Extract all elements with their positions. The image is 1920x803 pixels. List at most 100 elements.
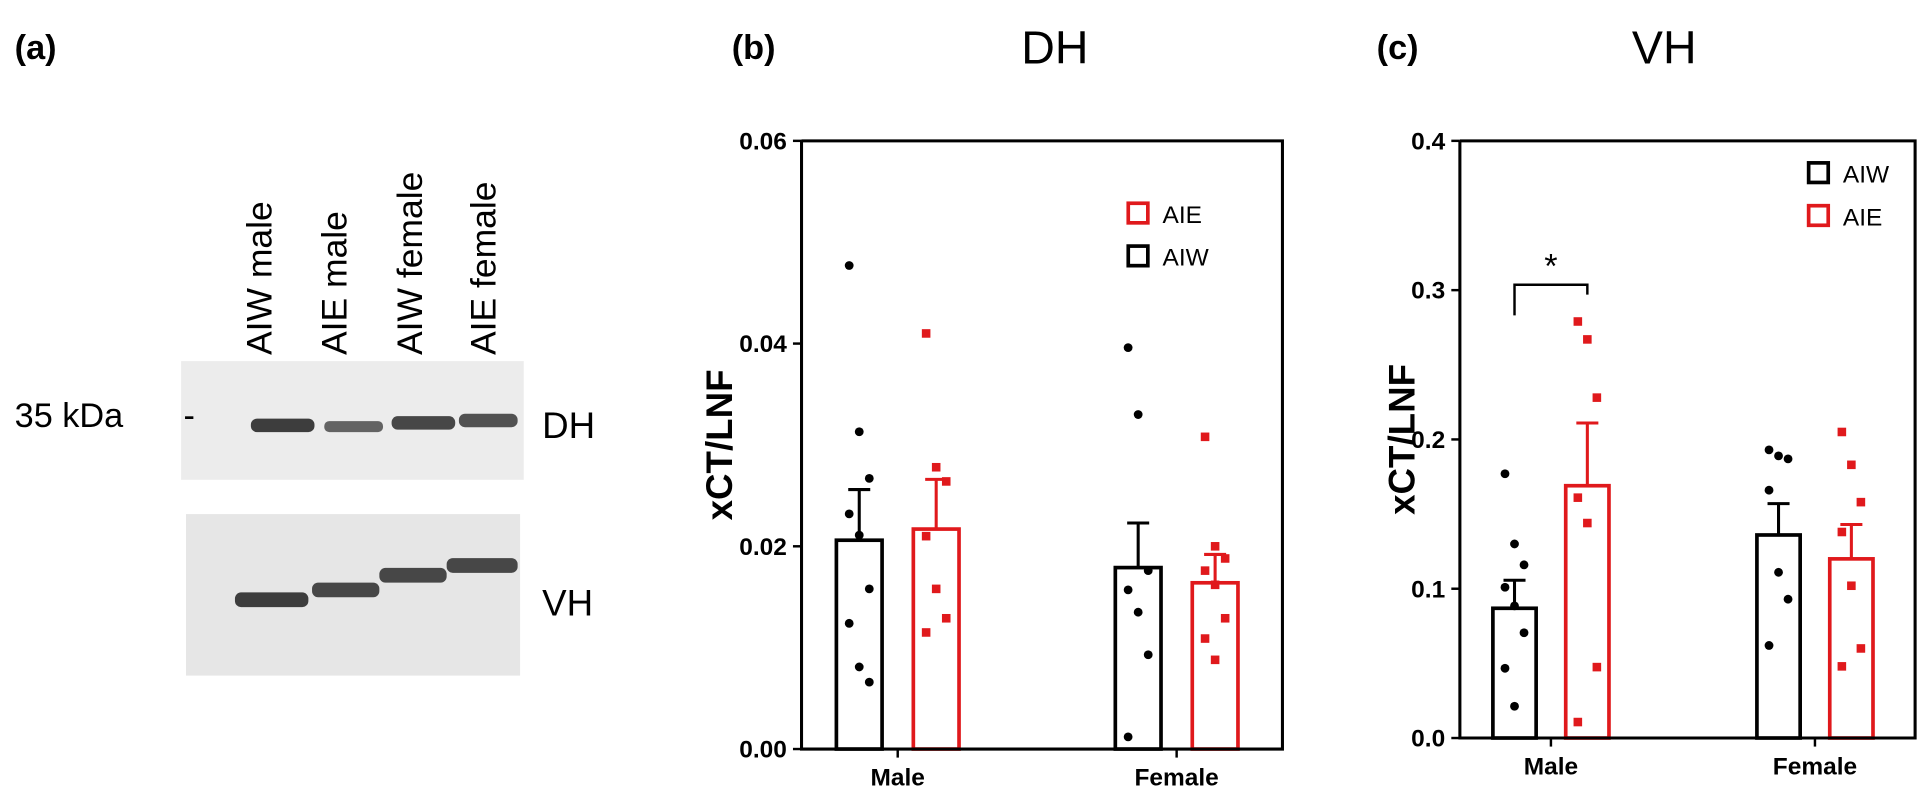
data-point	[1133, 410, 1143, 419]
data-point	[1123, 343, 1133, 353]
data-point	[1592, 393, 1602, 402]
data-point	[1837, 527, 1847, 537]
axis-frame	[800, 139, 1284, 751]
data-point	[1764, 641, 1774, 650]
data-point	[1510, 539, 1519, 549]
data-point	[1220, 554, 1230, 563]
annotation: *	[1544, 247, 1557, 285]
data-point	[1583, 335, 1592, 344]
legend-label: AIE	[1163, 202, 1202, 229]
data-point	[1783, 594, 1793, 604]
data-point	[921, 628, 931, 637]
data-point	[1210, 655, 1220, 665]
data-point	[864, 584, 874, 594]
data-point	[864, 473, 874, 483]
legend-swatch	[1126, 244, 1150, 268]
data-point	[1764, 485, 1774, 495]
panel-label: (c)	[1377, 29, 1419, 67]
data-point	[854, 530, 864, 540]
legend-label: AIW	[1163, 245, 1210, 272]
data-point	[844, 509, 854, 519]
data-point	[1210, 542, 1220, 551]
y-axis-label: xCT/LNF	[1382, 364, 1423, 515]
x-tick-label: Female	[1134, 765, 1218, 792]
data-point	[1837, 662, 1847, 671]
bar	[1113, 565, 1163, 751]
data-point	[844, 261, 854, 270]
y-tick-label: 0.0	[1411, 726, 1445, 753]
row-label: VH	[542, 583, 593, 624]
data-point	[1500, 582, 1510, 592]
data-point	[1764, 445, 1774, 455]
data-point	[1774, 567, 1783, 577]
x-tick-label: Male	[871, 765, 925, 792]
data-point	[1143, 650, 1153, 660]
y-axis-label: xCT/LNF	[699, 369, 740, 520]
chart-title: DH	[1021, 22, 1088, 74]
data-point	[1220, 613, 1230, 623]
bar	[1755, 533, 1802, 740]
data-point	[1210, 580, 1220, 590]
data-point	[941, 613, 951, 623]
data-point	[1143, 566, 1153, 576]
y-tick-label: 0.3	[1411, 278, 1445, 305]
panel-label: (a)	[15, 29, 57, 67]
legend-swatch	[1126, 201, 1150, 225]
data-point	[1583, 518, 1592, 528]
data-point	[1774, 451, 1783, 461]
data-point	[1847, 460, 1856, 470]
data-point	[1837, 427, 1847, 437]
marker-tick: -	[184, 397, 195, 435]
data-point	[1573, 717, 1583, 727]
data-point	[1847, 581, 1856, 591]
data-point	[1519, 560, 1529, 570]
legend-swatch	[1806, 203, 1831, 228]
data-point	[1200, 566, 1210, 575]
chart-title: VH	[1632, 22, 1697, 74]
data-point	[931, 584, 941, 594]
bar	[911, 527, 961, 751]
data-point	[1783, 454, 1793, 464]
lane-label: AIE male	[314, 211, 354, 355]
y-tick-label: 0.06	[739, 128, 787, 155]
data-point	[1510, 601, 1519, 611]
bar	[834, 538, 884, 751]
data-point	[1592, 662, 1602, 672]
data-point	[844, 618, 854, 628]
data-point	[1123, 732, 1133, 742]
y-tick-label: 0.02	[739, 534, 787, 561]
data-point	[1856, 497, 1866, 507]
data-point	[1200, 634, 1210, 643]
data-point	[941, 477, 951, 486]
y-tick-label: 0.04	[739, 331, 787, 358]
significance-bracket	[1513, 283, 1589, 316]
legend-label: AIE	[1843, 204, 1882, 231]
data-point	[921, 329, 931, 338]
lane-label: AIW male	[240, 201, 280, 355]
lane-label: AIW female	[390, 172, 430, 355]
data-point	[1133, 607, 1143, 617]
data-point	[1500, 469, 1510, 479]
lane-label: AIE female	[464, 182, 504, 355]
data-point	[931, 462, 941, 472]
data-point	[1500, 663, 1510, 673]
x-tick-label: Female	[1773, 754, 1857, 781]
panel-label: (b)	[732, 29, 776, 67]
row-label: DH	[542, 405, 595, 446]
data-point	[1573, 493, 1583, 502]
data-point	[1519, 628, 1529, 638]
legend-swatch	[1806, 161, 1831, 185]
bar	[1190, 580, 1240, 751]
x-tick-label: Male	[1524, 754, 1578, 781]
data-point	[1200, 432, 1210, 442]
axis-frame	[1458, 139, 1917, 740]
y-tick-label: 0.2	[1411, 427, 1445, 454]
data-point	[864, 677, 874, 687]
data-point	[1510, 701, 1519, 711]
data-point	[1123, 585, 1133, 595]
marker-label: 35 kDa	[15, 397, 124, 435]
data-point	[1573, 317, 1583, 326]
y-tick-label: 0.00	[739, 737, 787, 764]
bar	[1491, 606, 1538, 740]
